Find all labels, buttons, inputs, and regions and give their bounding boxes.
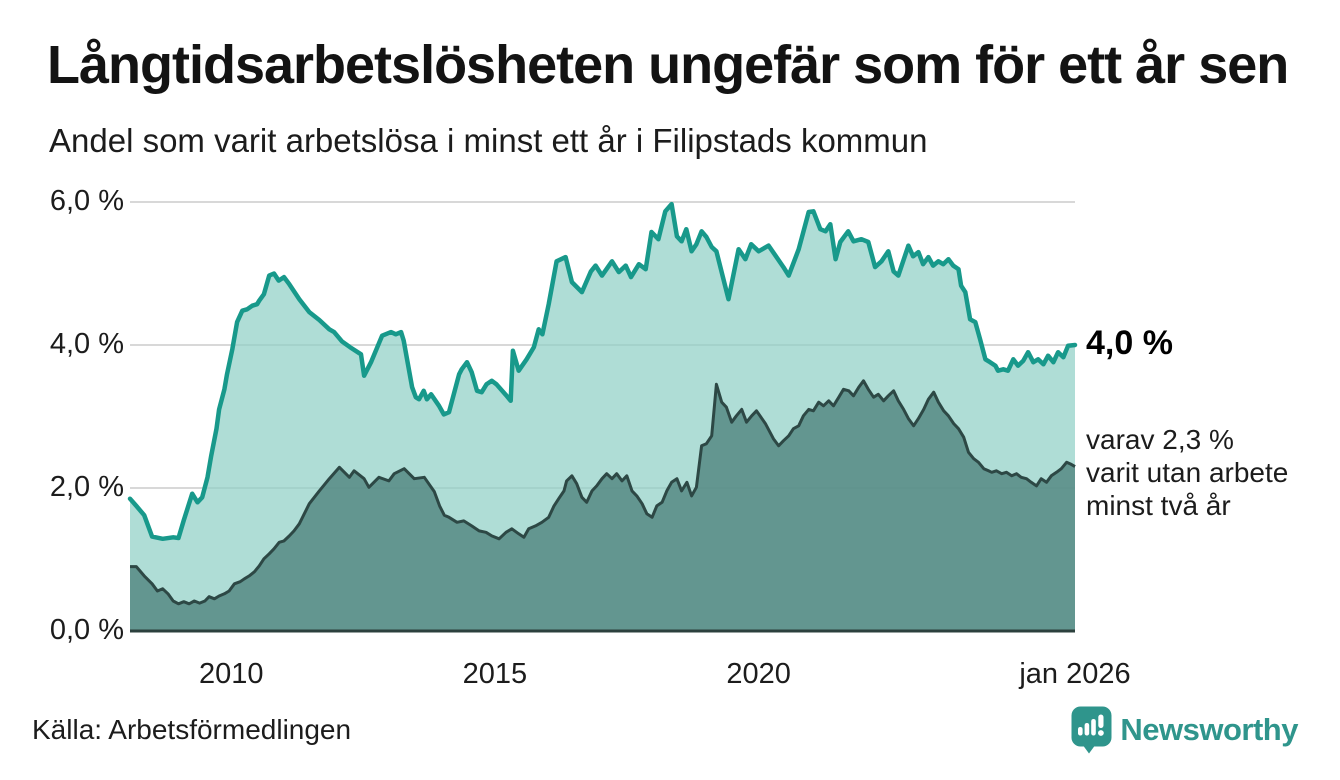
x-axis-tick-label: 2010 <box>198 658 264 690</box>
secondary-value-annotation: varav 2,3 % varit utan arbete minst två … <box>1086 424 1288 522</box>
x-axis-tick-label: 2020 <box>726 658 791 690</box>
y-axis-tick-label: 6,0 % <box>49 184 124 217</box>
x-axis-tick-label: 2015 <box>462 658 528 690</box>
area-unemployed-2yr <box>130 380 1075 631</box>
newsworthy-branding: Newsworthy <box>1071 706 1298 754</box>
newsworthy-logo-icon <box>1071 706 1112 754</box>
y-axis-tick-label: 4,0 % <box>49 327 124 360</box>
page-subtitle: Andel som varit arbetslösa i minst ett å… <box>49 122 928 159</box>
secondary-annotation-line3: minst två år <box>1086 489 1231 521</box>
page-title: Långtidsarbetslösheten ungefär som för e… <box>47 35 1289 95</box>
source-credit: Källa: Arbetsförmedlingen <box>32 714 352 745</box>
y-axis-tick-label: 0,0 % <box>49 613 124 646</box>
line-unemployed-1yr <box>127 201 1078 542</box>
secondary-annotation-line2: varit utan arbete <box>1086 456 1289 488</box>
latest-value-annotation: 4,0 % <box>1086 324 1173 362</box>
newsworthy-wordmark: Newsworthy <box>1120 712 1298 747</box>
secondary-annotation-line1: varav 2,3 % <box>1086 424 1234 455</box>
y-axis-tick-label: 2,0 % <box>49 470 124 503</box>
line-unemployed-2yr <box>130 379 1076 606</box>
x-axis-tick-label: jan 2026 <box>1019 658 1131 690</box>
